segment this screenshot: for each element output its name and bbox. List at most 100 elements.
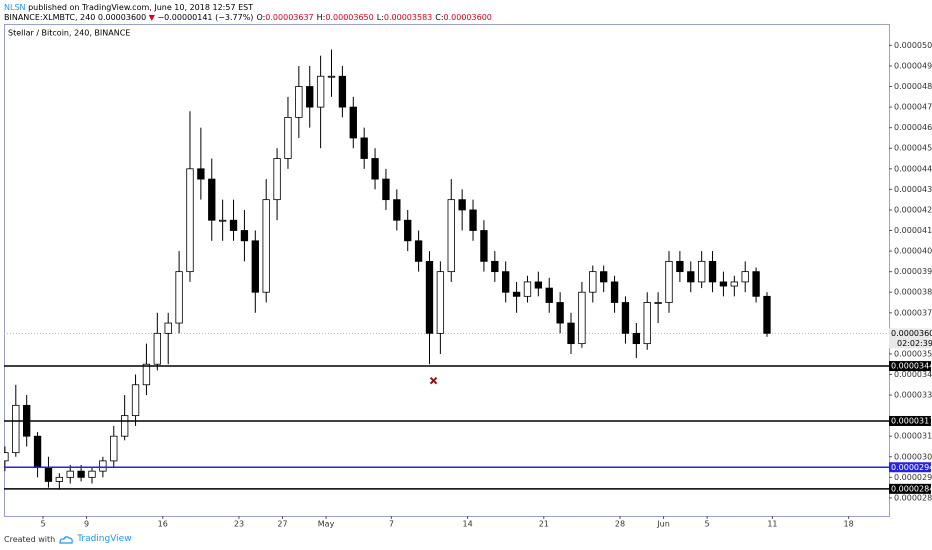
y-tick-label: 0.00003000 — [894, 452, 932, 461]
arrow: ▼ — [148, 13, 155, 22]
chart: Stellar / Bitcoin, 240, BINANCE 0.000050… — [4, 24, 932, 529]
ohlc-label: C: — [435, 13, 444, 22]
created: Created with — [4, 534, 56, 544]
candle-body — [534, 281, 543, 289]
ohlc-label: L: — [376, 13, 384, 22]
x-tick-label: 11 — [767, 520, 777, 529]
y-tick-label: 0.00003900 — [894, 267, 932, 276]
author[interactable]: NLSN — [4, 3, 26, 12]
ohlc-value: 0.00003600 — [443, 13, 492, 22]
x-tick-label: 18 — [844, 520, 854, 529]
candle-body — [295, 86, 303, 118]
candle-body — [99, 460, 107, 472]
y-tick-label: 0.00004000 — [894, 247, 932, 256]
candle-body — [262, 199, 270, 293]
candle-body — [251, 240, 259, 293]
ohlc-label: O: — [256, 13, 266, 22]
candle-body — [502, 271, 510, 293]
candle-body — [643, 302, 651, 345]
candle-body — [120, 415, 129, 437]
level-label: 0.00002844 — [891, 484, 932, 493]
candle-body — [382, 178, 390, 201]
candle-body — [697, 260, 706, 283]
candle-body — [44, 466, 53, 482]
y-tick-label: 0.00003700 — [894, 308, 932, 317]
candle-body — [186, 168, 194, 273]
candle-body — [545, 287, 553, 303]
x-tick-label: 14 — [462, 520, 472, 529]
chart-title: Stellar / Bitcoin, 240, BINANCE — [8, 29, 130, 38]
y-tick-label: 0.00004400 — [894, 164, 932, 173]
candle-body — [763, 295, 771, 334]
candle-body — [77, 470, 85, 478]
ohlc: O:0.00003637 H:0.00003650 L:0.00003583 C:0.… — [253, 13, 491, 22]
marker — [429, 376, 438, 385]
level-label: 0.00002949 — [891, 463, 932, 472]
candle-body — [153, 332, 161, 365]
footer: Created with TradingView — [4, 534, 132, 544]
x-tick-label: 27 — [277, 520, 287, 529]
candle-body — [458, 199, 466, 211]
candle-body — [88, 470, 96, 478]
symbol: BINANCE:XLMBTC, 240 — [4, 13, 96, 22]
x-tick-label: 21 — [539, 520, 549, 529]
candle-body — [512, 291, 521, 297]
y-tick-label: 0.00004900 — [894, 61, 932, 70]
level-label: 0.00003441 — [891, 362, 932, 371]
candle-body — [393, 199, 401, 221]
candle-body — [578, 291, 586, 345]
candle-body — [425, 260, 434, 334]
level-tag — [889, 361, 931, 372]
y-tick-label: 0.00004700 — [894, 103, 932, 112]
candle-body — [687, 271, 695, 283]
y-tick-label: 0.00004800 — [894, 82, 932, 91]
candle-body — [523, 281, 532, 297]
candle-body — [404, 219, 412, 242]
candle-body — [589, 271, 597, 293]
candle-body — [55, 476, 64, 482]
candle-body — [338, 75, 347, 108]
ohlc-value: 0.00003583 — [383, 13, 433, 22]
candle-body — [719, 281, 728, 287]
candle-body — [110, 435, 118, 462]
candle-body — [436, 271, 445, 334]
y-tick-label: 0.00004600 — [894, 123, 932, 132]
y-tick-label: 0.00003800 — [894, 288, 932, 297]
x-tick-label: 28 — [615, 520, 625, 529]
candle-body — [665, 260, 673, 303]
candle-body — [175, 271, 183, 324]
candle-body — [164, 322, 172, 334]
candle-body — [752, 271, 760, 297]
level-tag — [889, 462, 931, 473]
candle-body — [567, 322, 575, 345]
change: −0.00000141 (−3.77%) — [157, 13, 254, 22]
candle-body — [218, 219, 227, 222]
x-tick-label: 16 — [158, 520, 168, 529]
brand[interactable]: TradingView — [77, 534, 132, 544]
candle-body — [327, 75, 336, 78]
candle-body — [600, 271, 608, 283]
marker-cross — [429, 376, 438, 385]
x-tick-label: 5 — [705, 520, 710, 529]
y-tick-label: 0.00005000 — [894, 41, 932, 50]
x-tick-label: May — [318, 520, 335, 529]
y-tick-label: 0.00003300 — [894, 391, 932, 400]
candle-body — [676, 260, 684, 273]
candle-body — [360, 137, 368, 159]
candle-body — [469, 209, 477, 231]
y-tick-label: 0.00004300 — [894, 185, 932, 194]
level-tag — [889, 415, 931, 426]
y-tick-label: 0.00003500 — [894, 349, 932, 358]
candle-body — [741, 271, 749, 283]
last-price-label: 0.00003600 — [891, 329, 932, 338]
last-price-tag — [889, 328, 931, 349]
x-tick-label: Jun — [656, 520, 670, 529]
candle-body — [610, 281, 619, 303]
candle-body — [708, 260, 717, 283]
candle-body — [208, 178, 216, 221]
candle-body — [131, 384, 140, 417]
y-tick-label: 0.00004100 — [894, 226, 932, 235]
candle-body — [371, 158, 379, 180]
ohlc-value: 0.00003637 — [265, 13, 314, 22]
